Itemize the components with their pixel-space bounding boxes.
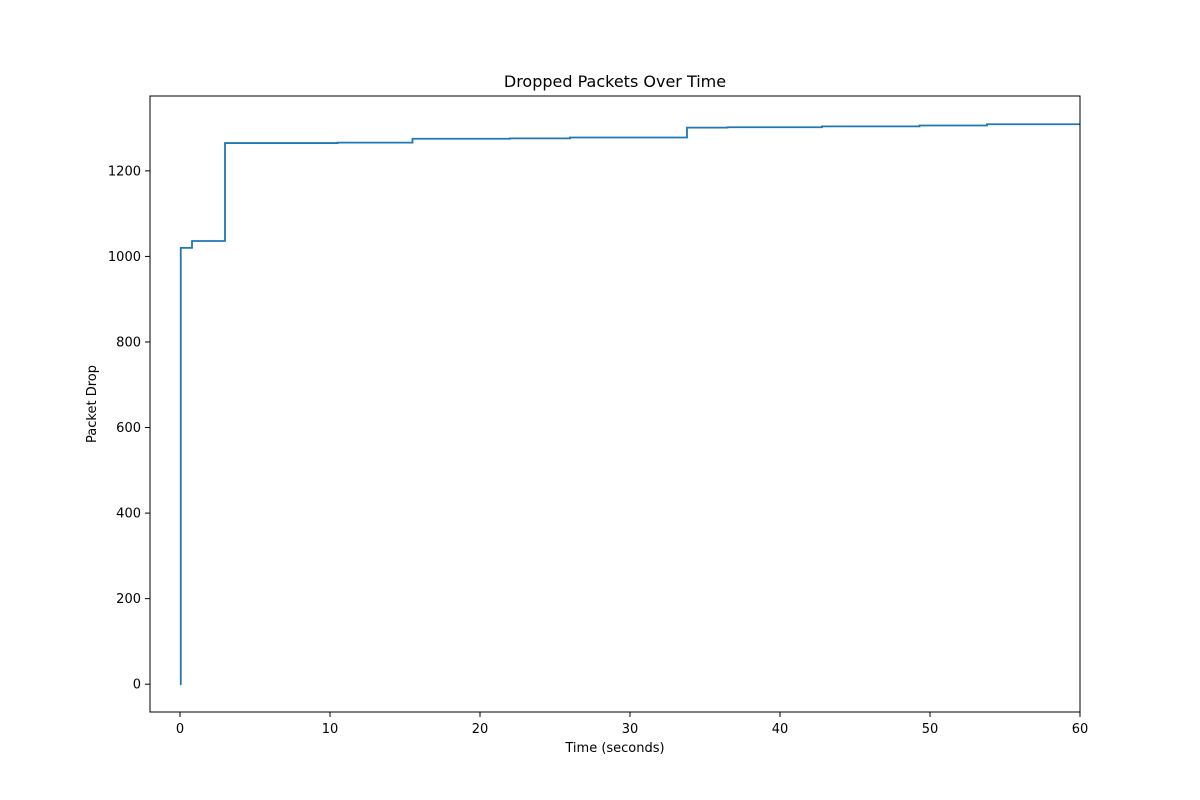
x-tick-label: 0: [176, 722, 184, 737]
x-tick-label: 60: [1072, 722, 1089, 737]
y-tick-label: 600: [116, 421, 141, 436]
x-tick-label: 30: [622, 722, 639, 737]
x-tick-label: 50: [922, 722, 939, 737]
x-tick-label: 40: [772, 722, 789, 737]
y-tick-label: 200: [116, 592, 141, 607]
x-tick-label: 20: [472, 722, 489, 737]
y-axis-label: Packet Drop: [85, 365, 100, 443]
axes-frame: [149, 95, 1081, 713]
chart-title: Dropped Packets Over Time: [504, 72, 726, 91]
y-axis-ticks: 0 200 400 600 800 1000 1200: [108, 164, 150, 693]
y-tick-label: 0: [133, 678, 141, 693]
x-axis-label: Time (seconds): [564, 741, 664, 756]
y-tick-label: 1200: [108, 164, 141, 179]
y-tick-label: 1000: [108, 250, 141, 265]
series-line-0: [179, 123, 1080, 686]
x-tick-label: 10: [322, 722, 339, 737]
y-tick-label: 400: [116, 507, 141, 522]
y-tick-label: 800: [116, 335, 141, 350]
x-axis-ticks: 0 10 20 30 40 50 60: [176, 712, 1088, 737]
plot-area: [179, 123, 1080, 686]
